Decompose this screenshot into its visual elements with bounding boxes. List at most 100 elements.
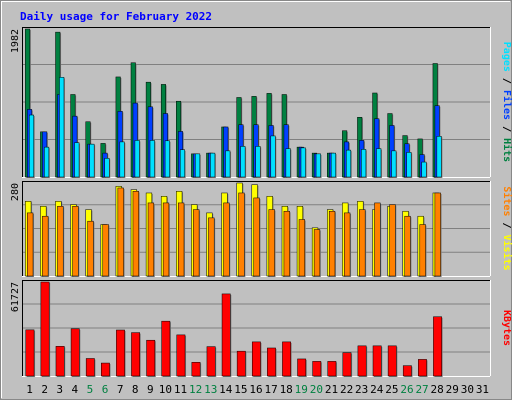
bar-kbytes-fill — [387, 345, 397, 377]
bar-sites-fill — [253, 197, 260, 277]
bar-sites — [178, 202, 185, 277]
panel-visits-sites: 280 Sites / Visits — [10, 181, 512, 277]
bar-pages — [361, 149, 367, 178]
bar-sites-fill — [223, 202, 230, 277]
bar-kbytes — [25, 329, 36, 377]
bar-pages-fill — [134, 140, 140, 178]
bar-sites-fill — [419, 224, 426, 277]
bar-sites-fill — [328, 210, 336, 277]
bar-kbytes — [402, 365, 413, 377]
bar-sites — [359, 209, 367, 277]
bar-pages — [300, 147, 307, 178]
x-tick-label: 15 — [234, 383, 247, 396]
bar-sites — [72, 206, 80, 277]
bar-kbytes-fill — [116, 329, 125, 377]
x-tick-label: 9 — [147, 383, 154, 396]
bar-sites — [102, 224, 110, 277]
bar-sites-fill — [117, 187, 124, 277]
bar-kbytes-fill — [85, 358, 95, 377]
bar-sites-fill — [313, 229, 321, 277]
panel-kbytes: 61727 KBytes — [10, 280, 512, 377]
bar-kbytes-fill — [25, 329, 35, 377]
axis-label-part: Sites — [501, 186, 512, 216]
bar-sites-fill — [132, 191, 139, 277]
bar-sites — [313, 229, 321, 277]
bar-pages — [436, 136, 443, 178]
x-tick-label: 27 — [415, 383, 428, 396]
x-tick-label: 14 — [219, 383, 233, 396]
x-tick-label: 20 — [310, 383, 323, 396]
bar-pages — [210, 152, 216, 178]
bar-kbytes-fill — [236, 350, 246, 377]
axis-label-part: Files — [501, 90, 512, 120]
x-tick-label: 7 — [117, 383, 124, 396]
bar-pages-fill — [255, 146, 261, 178]
bar-pages-fill — [285, 148, 291, 178]
bar-pages — [406, 152, 413, 178]
bar-pages — [134, 140, 141, 178]
bar-sites — [193, 209, 201, 277]
bar-kbytes — [191, 362, 202, 377]
bar-sites — [42, 215, 50, 277]
x-tick-label: 5 — [87, 383, 94, 396]
bar-kbytes-fill — [55, 346, 65, 377]
bar-kbytes-fill — [372, 345, 382, 377]
bar-pages-fill — [210, 152, 216, 178]
bar-kbytes — [372, 345, 383, 377]
bar-pages — [89, 143, 96, 178]
axis-label-part: Visits — [501, 235, 512, 271]
bar-kbytes — [55, 346, 66, 377]
y-max-label: 1982 — [10, 29, 21, 53]
x-tick-label: 31 — [476, 383, 489, 396]
bar-sites — [208, 217, 216, 277]
bar-pages-fill — [104, 158, 110, 178]
bar-kbytes — [433, 316, 443, 377]
bar-pages-fill — [406, 152, 412, 178]
series-axis-label: Pages / Files / Hits — [501, 42, 512, 162]
bars — [25, 182, 442, 277]
x-tick-label: 11 — [174, 383, 187, 396]
bar-sites-fill — [57, 206, 64, 277]
bar-kbytes-fill — [282, 341, 291, 377]
bar-sites-fill — [193, 209, 200, 277]
bar-sites — [283, 210, 291, 277]
bar-kbytes — [236, 350, 247, 377]
bar-sites-fill — [268, 209, 275, 277]
bar-pages-fill — [436, 136, 442, 178]
bar-pages-fill — [59, 77, 65, 178]
bar-pages — [119, 141, 126, 178]
bar-kbytes-fill — [251, 341, 261, 377]
x-tick-label: 26 — [400, 383, 413, 396]
bar-sites-fill — [147, 202, 155, 277]
bar-sites — [117, 187, 125, 277]
bar-pages — [315, 153, 322, 178]
bar-kbytes — [342, 352, 353, 377]
bar-pages-fill — [330, 152, 336, 178]
bar-sites — [419, 224, 427, 277]
bar-kbytes — [282, 341, 292, 377]
bar-kbytes-fill — [297, 358, 307, 377]
bar-pages — [330, 152, 337, 178]
bar-kbytes — [418, 359, 428, 377]
x-tick-label: 12 — [189, 383, 202, 396]
bar-pages — [179, 149, 186, 178]
bar-pages-fill — [74, 142, 80, 178]
bar-kbytes-fill — [267, 347, 276, 377]
bar-kbytes-fill — [191, 362, 201, 377]
bar-kbytes-fill — [342, 352, 352, 377]
bar-pages-fill — [421, 161, 427, 178]
bar-kbytes — [387, 345, 398, 377]
bar-kbytes — [116, 329, 126, 377]
bar-sites-fill — [298, 219, 306, 277]
bar-pages-fill — [28, 114, 35, 178]
bar-kbytes — [101, 362, 111, 377]
bar-kbytes-fill — [327, 361, 337, 377]
x-tick-label: 25 — [385, 383, 398, 396]
bar-kbytes-fill — [161, 320, 171, 377]
bar-sites — [298, 219, 306, 277]
axis-label-part: / — [501, 72, 512, 90]
bar-sites — [223, 202, 231, 277]
axis-label-part: Pages — [501, 42, 512, 72]
